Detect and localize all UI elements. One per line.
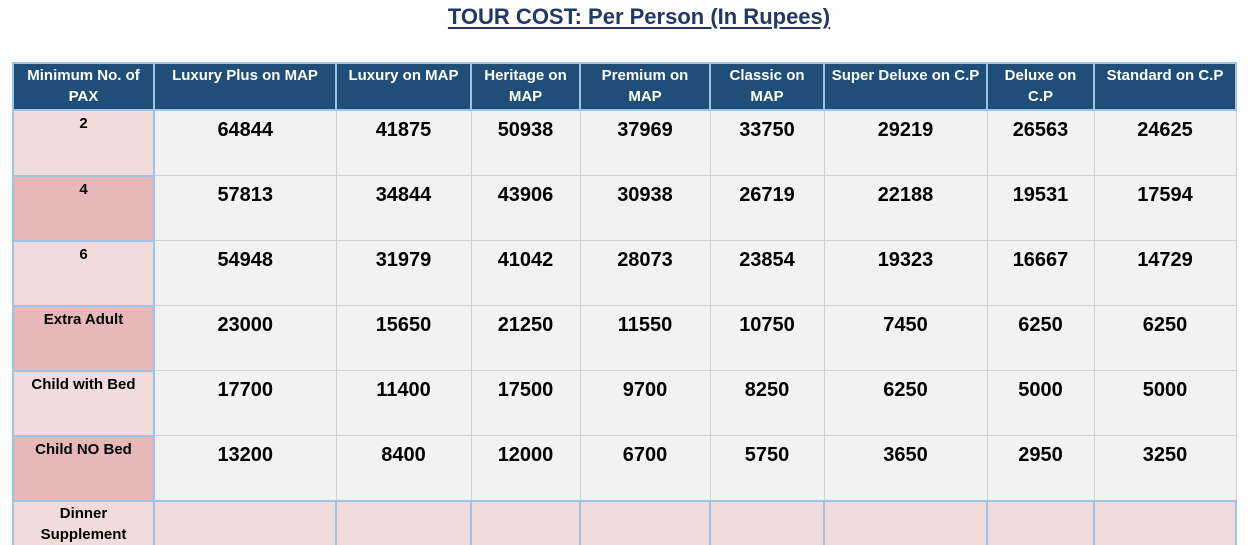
table-cell: 2950 [986, 435, 1095, 502]
table-cell: 26563 [986, 109, 1095, 176]
table-row: Extra Adult 23000 15650 21250 11550 1075… [12, 304, 1237, 372]
row-label: Extra Adult [12, 304, 155, 372]
column-header-deluxe-cp: Deluxe on C.P [986, 62, 1095, 111]
table-cell: 43906 [470, 175, 581, 241]
table-cell: 23854 [709, 240, 825, 306]
table-cell: 3250 [1093, 435, 1237, 502]
row-label: 4 [12, 174, 155, 242]
table-cell: 34844 [335, 175, 472, 241]
header-row: Minimum No. of PAX Luxury Plus on MAP Lu… [12, 62, 1237, 111]
column-header-heritage-map: Heritage on MAP [470, 62, 581, 111]
table-cell: 12000 [470, 435, 581, 502]
table-cell: 13200 [153, 435, 337, 502]
table-cell: 11400 [335, 370, 472, 436]
row-label: Child NO Bed [12, 434, 155, 502]
table-cell: 5750 [709, 435, 825, 502]
table-row: 2 64844 41875 50938 37969 33750 29219 26… [12, 109, 1237, 177]
table-cell [709, 500, 825, 545]
table-cell: 33750 [709, 109, 825, 176]
table-cell: 6700 [579, 435, 711, 502]
table-cell: 21250 [470, 305, 581, 371]
table-row: Child NO Bed 13200 8400 12000 6700 5750 … [12, 434, 1237, 502]
table-cell [579, 500, 711, 545]
table-cell: 41875 [335, 109, 472, 176]
table-cell: 24625 [1093, 109, 1237, 176]
table-cell: 57813 [153, 175, 337, 241]
table-cell [153, 500, 337, 545]
table-cell: 5000 [1093, 370, 1237, 436]
column-header-luxury-plus-map: Luxury Plus on MAP [153, 62, 337, 111]
table-cell: 9700 [579, 370, 711, 436]
table-cell: 28073 [579, 240, 711, 306]
row-label: 2 [12, 109, 155, 177]
table-row: Dinner Supplement [12, 500, 1237, 545]
table-cell: 26719 [709, 175, 825, 241]
row-label: Dinner Supplement [12, 500, 155, 545]
table-cell: 6250 [1093, 305, 1237, 371]
column-header-pax: Minimum No. of PAX [12, 62, 155, 111]
table-cell: 54948 [153, 240, 337, 306]
column-header-luxury-map: Luxury on MAP [335, 62, 472, 111]
table-cell: 19531 [986, 175, 1095, 241]
table-cell [470, 500, 581, 545]
table-cell [823, 500, 988, 545]
table-cell: 5000 [986, 370, 1095, 436]
table-cell: 23000 [153, 305, 337, 371]
tour-cost-table: Minimum No. of PAX Luxury Plus on MAP Lu… [12, 62, 1237, 545]
table-cell [1093, 500, 1237, 545]
row-label: 6 [12, 239, 155, 307]
table-cell [335, 500, 472, 545]
table-cell: 16667 [986, 240, 1095, 306]
table-cell: 6250 [986, 305, 1095, 371]
table-cell: 14729 [1093, 240, 1237, 306]
table-row: Child with Bed 17700 11400 17500 9700 82… [12, 369, 1237, 437]
table-cell: 64844 [153, 109, 337, 176]
table-cell: 17500 [470, 370, 581, 436]
table-row: 4 57813 34844 43906 30938 26719 22188 19… [12, 174, 1237, 242]
column-header-standard-cp: Standard on C.P [1093, 62, 1237, 111]
table-cell: 41042 [470, 240, 581, 306]
table-row: 6 54948 31979 41042 28073 23854 19323 16… [12, 239, 1237, 307]
table-cell: 30938 [579, 175, 711, 241]
table-cell: 29219 [823, 109, 988, 176]
table-cell: 6250 [823, 370, 988, 436]
table-cell: 37969 [579, 109, 711, 176]
table-cell: 17700 [153, 370, 337, 436]
column-header-premium-map: Premium on MAP [579, 62, 711, 111]
table-cell: 19323 [823, 240, 988, 306]
table-cell: 7450 [823, 305, 988, 371]
table-cell: 11550 [579, 305, 711, 371]
table-cell: 50938 [470, 109, 581, 176]
table-cell: 22188 [823, 175, 988, 241]
table-cell: 8400 [335, 435, 472, 502]
table-cell [986, 500, 1095, 545]
table-cell: 17594 [1093, 175, 1237, 241]
table-cell: 31979 [335, 240, 472, 306]
row-label: Child with Bed [12, 369, 155, 437]
table-cell: 3650 [823, 435, 988, 502]
table-cell: 8250 [709, 370, 825, 436]
page-title: TOUR COST: Per Person (In Rupees) [447, 4, 831, 29]
table-cell: 15650 [335, 305, 472, 371]
column-header-super-deluxe-cp: Super Deluxe on C.P [823, 62, 988, 111]
table-cell: 10750 [709, 305, 825, 371]
column-header-classic-map: Classic on MAP [709, 62, 825, 111]
